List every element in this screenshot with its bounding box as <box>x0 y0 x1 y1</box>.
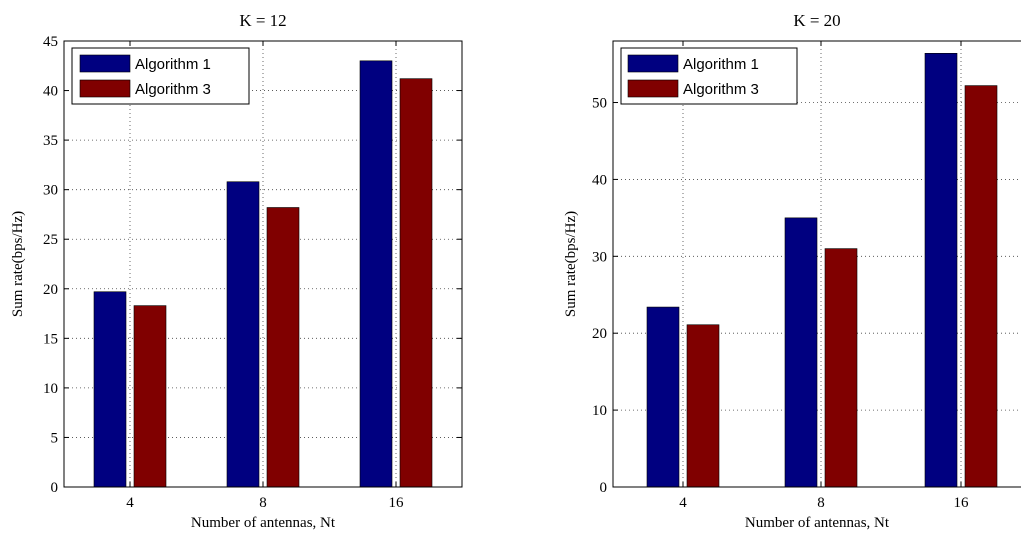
bar-algorithm-3-nt-16 <box>399 78 433 488</box>
bar-algorithm-3-nt-8 <box>824 248 858 488</box>
legend-label-algorithm-3: Algorithm 3 <box>135 81 211 98</box>
bar-algorithm-3-nt-16 <box>964 85 998 488</box>
x-tick-label: 16 <box>389 495 405 511</box>
bar-algorithm-1-nt-4 <box>93 291 127 488</box>
chart-title: K = 12 <box>239 11 286 30</box>
bar-algorithm-3-nt-4 <box>133 305 167 488</box>
plot-frame <box>612 40 1021 488</box>
bars <box>646 53 998 488</box>
bar-algorithm-1-nt-8 <box>226 181 260 488</box>
bar-algorithm-3-nt-4 <box>686 324 720 488</box>
y-tick-label: 5 <box>51 430 59 446</box>
y-tick-label: 0 <box>51 480 59 496</box>
bar-algorithm-1-nt-16 <box>359 60 393 488</box>
y-tick-label: 20 <box>43 282 58 298</box>
y-axis-label: Sum rate(bps/Hz) <box>10 211 26 317</box>
legend-label-algorithm-1: Algorithm 1 <box>135 56 211 73</box>
y-tick-label: 40 <box>43 84 58 100</box>
x-tick-label: 8 <box>259 495 267 511</box>
legend-label-algorithm-1: Algorithm 1 <box>683 56 759 73</box>
axis-ticks: 0 10 20 30 40 50 4 8 16 <box>592 41 969 511</box>
legend-swatch-algorithm-3 <box>79 79 131 98</box>
y-tick-label: 25 <box>43 232 58 248</box>
x-axis-label: Number of antennas, Nt <box>191 515 336 531</box>
y-tick-label: 10 <box>43 381 58 397</box>
plot-area <box>64 41 462 487</box>
bar-algorithm-1-nt-16 <box>924 53 958 488</box>
chart-panel-k12: 0 5 10 15 20 25 30 35 40 45 4 8 16 K = 12 Number of … <box>10 11 463 531</box>
y-tick-label: 0 <box>600 480 608 496</box>
axis-ticks: 0 5 10 15 20 25 30 35 40 45 4 8 16 <box>43 34 462 511</box>
x-tick-label: 16 <box>954 495 970 511</box>
bar-algorithm-1-nt-4 <box>646 306 680 488</box>
legend-swatch-algorithm-1 <box>627 54 679 73</box>
y-tick-label: 15 <box>43 331 58 347</box>
x-tick-label: 4 <box>126 495 134 511</box>
y-tick-label: 35 <box>43 133 58 149</box>
bars <box>93 60 433 488</box>
chart-panel-k20: 0 10 20 30 40 50 4 8 16 K = 20 Number of antenna… <box>563 11 1021 531</box>
y-tick-label: 20 <box>592 326 607 342</box>
bar-algorithm-3-nt-8 <box>266 207 300 488</box>
chart-title: K = 20 <box>793 11 840 30</box>
x-axis-label: Number of antennas, Nt <box>745 515 890 531</box>
y-tick-label: 30 <box>43 183 58 199</box>
y-tick-label: 40 <box>592 172 607 188</box>
legend-swatch-algorithm-3 <box>627 79 679 98</box>
legend-swatch-algorithm-1 <box>79 54 131 73</box>
legend: Algorithm 1 Algorithm 3 <box>71 47 250 105</box>
x-tick-label: 8 <box>817 495 825 511</box>
y-tick-label: 45 <box>43 34 58 50</box>
legend: Algorithm 1 Algorithm 3 <box>620 47 798 105</box>
y-tick-label: 30 <box>592 249 607 265</box>
y-tick-label: 10 <box>592 403 607 419</box>
y-axis-label: Sum rate(bps/Hz) <box>563 211 579 317</box>
x-tick-label: 4 <box>679 495 687 511</box>
legend-label-algorithm-3: Algorithm 3 <box>683 81 759 98</box>
y-tick-label: 50 <box>592 96 607 112</box>
bar-algorithm-1-nt-8 <box>784 217 818 488</box>
